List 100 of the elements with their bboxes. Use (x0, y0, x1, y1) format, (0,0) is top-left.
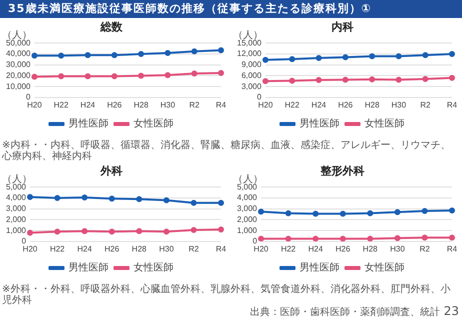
point (136, 228, 142, 234)
point (258, 208, 264, 215)
x-tick-label: R4 (446, 244, 458, 254)
point (342, 54, 348, 60)
x-tick-label: H22 (280, 244, 296, 254)
x-tick-label: H28 (132, 244, 148, 254)
text: ※内科・・内科、呼吸器、循環器、消化器、腎臓、糖尿病、血液、感染症、アレルギー、リウマチ、心療内科、神経内科 (2, 140, 452, 162)
x-tick-label: H22 (54, 100, 69, 110)
point (367, 210, 374, 216)
point (27, 230, 34, 236)
point (82, 194, 88, 200)
point (27, 194, 34, 200)
chart-title: 総数 (100, 20, 124, 34)
point (164, 50, 171, 56)
point (422, 208, 428, 214)
x-tick-label: H20 (254, 244, 269, 254)
point (262, 56, 268, 63)
point (367, 236, 374, 242)
point (54, 228, 60, 235)
legend-label: 女性医師 (134, 118, 174, 130)
point (316, 55, 322, 62)
point (340, 210, 346, 217)
y-axis-title: （人） (233, 30, 263, 41)
point (191, 48, 198, 54)
point (312, 210, 319, 217)
point (422, 234, 428, 241)
x-tick-label: H30 (159, 244, 174, 254)
x-tick-label: H24 (80, 100, 96, 110)
point (84, 73, 91, 80)
point (449, 74, 455, 81)
y-axis-title: （人） (233, 174, 263, 185)
point (58, 52, 64, 59)
y-tick-label: 12,000 (237, 49, 262, 58)
text: 23 (444, 304, 459, 318)
x-tick-label: R2 (188, 244, 200, 254)
point (289, 78, 296, 84)
y-tick-label: 6,000 (241, 70, 262, 80)
x-tick-label: H30 (391, 100, 407, 110)
y-tick-label: 3,000 (241, 82, 262, 91)
point (111, 52, 118, 58)
point (340, 236, 346, 242)
point (396, 53, 402, 60)
point (262, 78, 268, 84)
point (289, 56, 296, 62)
point (218, 47, 224, 54)
chart-title: 内科 (332, 20, 354, 34)
point (218, 70, 224, 76)
x-tick-label: H20 (258, 100, 274, 110)
x-tick-label: R4 (216, 100, 227, 110)
x-tick-label: H28 (134, 100, 149, 110)
y-axis-title: （人） (2, 174, 32, 185)
legend-label: 男性医師 (300, 118, 340, 130)
x-tick-label: H26 (336, 244, 351, 254)
y-tick-label: 1,000 (236, 226, 258, 235)
y-axis-title: （人） (2, 30, 32, 41)
text: ※外科・・外科、呼吸器外科、心臓血管外科、乳腺外科、気管食道外科、消化器外科、肛門外科、小児外科 (2, 284, 450, 306)
x-tick-label: R2 (420, 244, 430, 254)
point (396, 76, 402, 83)
legend-label: 男性医師 (300, 262, 340, 274)
y-tick-label: 3,000 (6, 204, 27, 214)
point (422, 52, 428, 58)
y-tick-label: 20,000 (6, 70, 32, 80)
point (163, 197, 170, 204)
point (190, 200, 197, 206)
point (164, 72, 171, 78)
point (163, 228, 170, 235)
x-tick-label: H26 (107, 100, 122, 110)
point (394, 235, 400, 242)
point (449, 208, 455, 214)
y-tick-label: 2,000 (236, 214, 258, 224)
y-tick-label: 0 (26, 92, 32, 102)
legend-label: 女性医師 (134, 262, 174, 274)
point (369, 76, 376, 82)
point (136, 196, 142, 202)
point (342, 76, 348, 83)
point (31, 52, 38, 59)
y-tick-label: 0 (257, 92, 262, 102)
x-tick-label: H24 (77, 244, 92, 254)
legend-label: 女性医師 (364, 118, 404, 130)
x-tick-label: H28 (362, 244, 378, 254)
y-tick-label: 40,000 (6, 49, 32, 58)
y-tick-label: 3,000 (236, 204, 258, 214)
y-tick-label: 15,000 (237, 38, 262, 48)
point (218, 226, 224, 232)
y-tick-label: 9,000 (241, 60, 262, 70)
x-tick-label: H20 (27, 100, 42, 110)
x-tick-label: R4 (216, 244, 227, 254)
point (449, 234, 455, 241)
x-tick-label: R2 (420, 100, 432, 110)
x-tick-label: R2 (189, 100, 200, 110)
y-tick-label: 0 (252, 236, 258, 246)
point (312, 236, 319, 242)
point (84, 52, 91, 58)
point (285, 236, 292, 242)
y-tick-label: 0 (22, 236, 27, 246)
point (31, 74, 38, 80)
legend-label: 男性医師 (68, 118, 108, 130)
point (58, 73, 64, 80)
point (316, 77, 322, 84)
chart-title: 整形外科 (320, 164, 364, 178)
